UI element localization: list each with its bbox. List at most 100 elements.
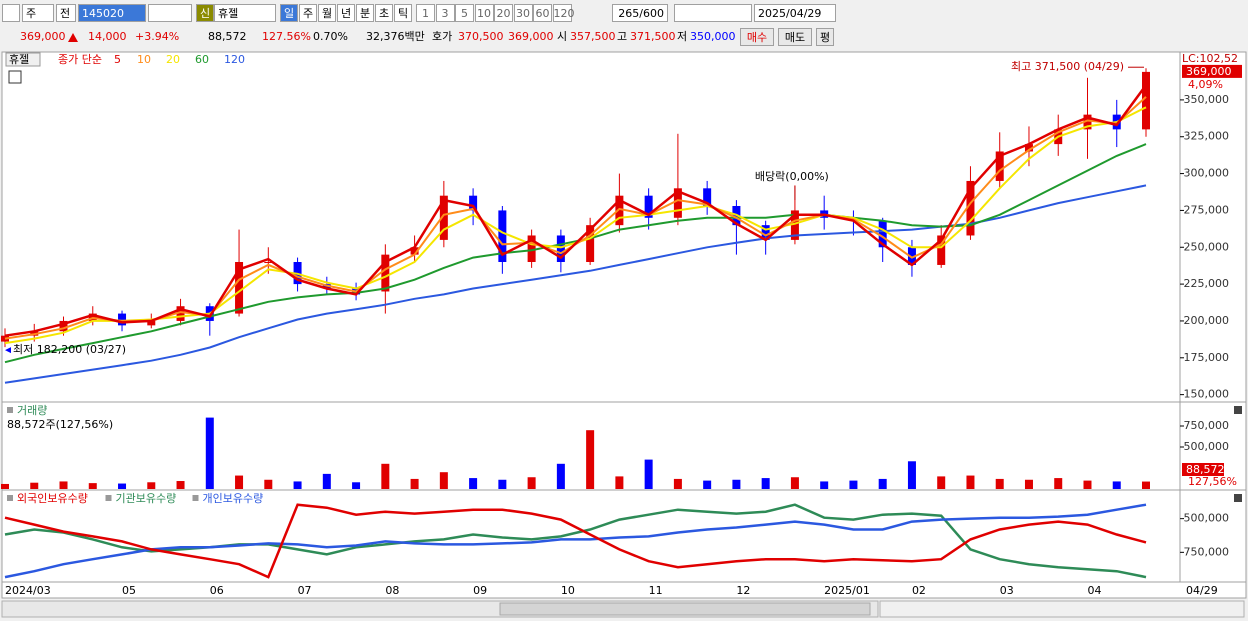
lc-label: LC:102,52 bbox=[1182, 52, 1238, 65]
interval-button[interactable]: 월 bbox=[318, 4, 336, 22]
legend-entry: 10 bbox=[137, 53, 151, 66]
step-button[interactable]: 30 bbox=[513, 4, 533, 22]
step-button[interactable]: 60 bbox=[533, 4, 552, 22]
volume-bar bbox=[352, 482, 361, 489]
search-tools[interactable] bbox=[148, 4, 192, 22]
candle-body bbox=[118, 313, 127, 326]
quote-ask: 370,500 bbox=[458, 30, 504, 43]
volume-bar bbox=[703, 480, 712, 489]
quote-volume: 88,572 bbox=[208, 30, 247, 43]
step-button[interactable]: 120 bbox=[552, 4, 575, 22]
candle-body bbox=[556, 235, 565, 262]
legend-square bbox=[105, 495, 112, 501]
candle-body bbox=[703, 188, 712, 206]
x-tick-label: 12 bbox=[736, 584, 750, 597]
y-tick-label: 175,000 bbox=[1184, 351, 1230, 364]
volume-bar bbox=[205, 417, 214, 489]
volume-title: 거래량 bbox=[17, 404, 47, 417]
legend-entry: 120 bbox=[224, 53, 245, 66]
interval-button[interactable]: 년 bbox=[337, 4, 355, 22]
step-button[interactable]: 5 bbox=[455, 4, 474, 22]
candle-body bbox=[410, 247, 419, 255]
last-price-label: 369,000 bbox=[1186, 65, 1232, 78]
y-tick-label: -750,000 bbox=[1180, 545, 1229, 558]
interval-button[interactable]: 분 bbox=[356, 4, 374, 22]
button-buy[interactable]: 매수 bbox=[740, 28, 774, 46]
x-tick-label: 04 bbox=[1087, 584, 1101, 597]
volume-bar bbox=[1, 483, 9, 489]
candle-body bbox=[790, 210, 799, 240]
count-value: 265 bbox=[618, 7, 640, 20]
step-button[interactable]: 20 bbox=[494, 4, 513, 22]
candle-body bbox=[235, 262, 244, 314]
interval-button[interactable]: 일 bbox=[280, 4, 298, 22]
y-tick-label: 750,000 bbox=[1184, 419, 1230, 432]
volume-bar bbox=[761, 478, 770, 489]
volume-bar bbox=[322, 473, 331, 489]
quote-open-label: 시 bbox=[557, 30, 568, 43]
y-tick-label: 350,000 bbox=[1184, 93, 1230, 106]
volume-last-label: 88,572 bbox=[1186, 463, 1225, 476]
period-select[interactable]: 주 bbox=[22, 4, 54, 22]
candle-body bbox=[644, 195, 653, 218]
x-tick-label: 2024/03 bbox=[5, 584, 51, 597]
step-button[interactable]: 3 bbox=[435, 4, 455, 22]
y-tick-label: 225,000 bbox=[1184, 277, 1230, 290]
interval-button[interactable]: 틱 bbox=[394, 4, 412, 22]
legend-entry: 5 bbox=[114, 53, 121, 66]
scroll-thumb bbox=[499, 602, 871, 616]
candle-body bbox=[1083, 114, 1092, 130]
count[interactable]: 265/600 bbox=[612, 4, 668, 22]
legend-square bbox=[192, 495, 199, 501]
candle-body bbox=[498, 210, 507, 262]
volume-bar bbox=[118, 483, 127, 489]
volume-bar bbox=[1054, 478, 1063, 489]
legend-entry: 60 bbox=[195, 53, 209, 66]
change-label: 4,09% bbox=[1188, 78, 1223, 91]
tool-icons[interactable] bbox=[674, 4, 752, 22]
candle-body bbox=[527, 235, 536, 262]
volume-subtitle: 88,572주(127,56%) bbox=[7, 418, 113, 431]
legend-entry: 20 bbox=[166, 53, 180, 66]
y-tick-label: 500,000 bbox=[1184, 440, 1230, 453]
y-tick-label: 300,000 bbox=[1184, 167, 1230, 180]
volume-bar bbox=[88, 483, 97, 489]
quote-rate: +3.94% bbox=[135, 30, 180, 43]
candle-body bbox=[673, 188, 682, 218]
interval-button[interactable]: 주 bbox=[299, 4, 317, 22]
volume-bar bbox=[498, 479, 507, 489]
volume-bar bbox=[673, 478, 682, 489]
stock-name[interactable]: 휴젤 bbox=[214, 4, 276, 22]
x-tick-label: 05 bbox=[122, 584, 136, 597]
step-button[interactable]: 1 bbox=[416, 4, 435, 22]
candle-body bbox=[907, 247, 916, 265]
volume-bar bbox=[527, 477, 536, 489]
interval-button[interactable]: 초 bbox=[375, 4, 393, 22]
code-input[interactable]: 145020 bbox=[78, 4, 146, 22]
button-avg[interactable]: 평 bbox=[816, 28, 834, 46]
candle-body bbox=[381, 254, 390, 292]
candle-body bbox=[1, 335, 9, 342]
prev-button[interactable]: 전 bbox=[56, 4, 76, 22]
y-tick-label: 275,000 bbox=[1184, 203, 1230, 216]
candle-body bbox=[147, 320, 156, 326]
candle-body bbox=[995, 151, 1004, 181]
volume-bar bbox=[1024, 479, 1033, 489]
x-end-label: 04/29 bbox=[1186, 584, 1218, 597]
candle-body bbox=[878, 220, 887, 248]
quote-turnover: 0.70% bbox=[313, 30, 348, 43]
x-tick-label: 08 bbox=[385, 584, 399, 597]
quote-volume-ratio: 127.56% bbox=[262, 30, 311, 43]
axis-background bbox=[1179, 51, 1247, 583]
date-input[interactable]: 2025/04/29 bbox=[754, 4, 836, 22]
candle-body bbox=[615, 195, 624, 226]
volume-bar bbox=[235, 475, 244, 489]
menu-button[interactable] bbox=[2, 4, 20, 22]
step-button[interactable]: 10 bbox=[474, 4, 494, 22]
quote-low-label: 저 bbox=[677, 30, 688, 43]
button-sell[interactable]: 매도 bbox=[778, 28, 812, 46]
candle-body bbox=[59, 320, 68, 332]
candle-body bbox=[937, 235, 946, 265]
volume-bar bbox=[264, 479, 273, 489]
